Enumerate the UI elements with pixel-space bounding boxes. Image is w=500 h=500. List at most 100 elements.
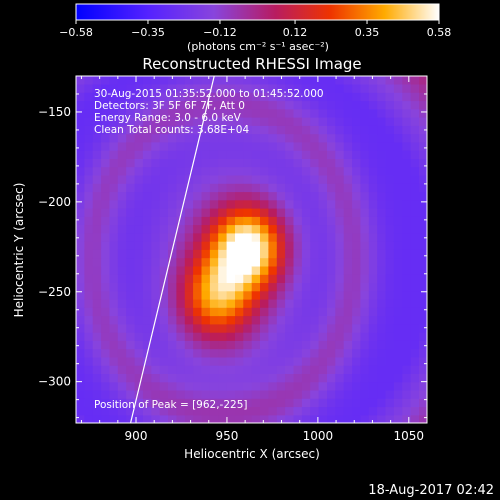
heatmap-cell xyxy=(301,332,311,341)
heatmap-cell xyxy=(385,150,395,159)
heatmap-cell xyxy=(226,183,236,193)
heatmap-cell xyxy=(352,282,362,292)
heatmap-cell xyxy=(151,183,161,193)
heatmap-cell xyxy=(310,150,320,159)
heatmap-cell xyxy=(201,133,211,143)
heatmap-cell xyxy=(318,298,328,308)
heatmap-cell xyxy=(218,373,228,383)
heatmap-cell xyxy=(159,414,169,423)
colorbar xyxy=(75,3,440,21)
heatmap-cell xyxy=(368,315,378,325)
heatmap-cell xyxy=(218,298,228,308)
heatmap-cell xyxy=(159,365,169,374)
heatmap-cell xyxy=(168,249,177,259)
heatmap-cell xyxy=(184,340,194,350)
heatmap-cell xyxy=(193,323,203,333)
heatmap-cell xyxy=(134,298,144,308)
heatmap-cell xyxy=(218,389,228,399)
heatmap-cell xyxy=(126,232,136,242)
heatmap-cell xyxy=(193,307,203,317)
heatmap-cell xyxy=(235,133,244,143)
heatmap-cell xyxy=(101,389,111,399)
heatmap-cell xyxy=(109,108,119,118)
heatmap-cell xyxy=(184,191,194,201)
heatmap-cell xyxy=(276,224,286,234)
heatmap-cell xyxy=(134,414,144,423)
heatmap-cell xyxy=(368,414,378,423)
heatmap-cell xyxy=(218,315,228,325)
heatmap-cell xyxy=(343,191,353,201)
heatmap-cell xyxy=(251,141,261,151)
heatmap-cell xyxy=(101,133,111,143)
heatmap-cell xyxy=(276,356,286,366)
heatmap-cell xyxy=(193,398,203,408)
heatmap-cell xyxy=(134,158,144,168)
heatmap-cell xyxy=(235,274,244,283)
heatmap-cell xyxy=(310,199,320,209)
heatmap-cell xyxy=(193,150,203,159)
heatmap-cell xyxy=(360,241,370,250)
heatmap-cell xyxy=(109,298,119,308)
heatmap-cell xyxy=(385,76,395,85)
heatmap-cell xyxy=(419,414,427,423)
heatmap-cell xyxy=(343,208,353,217)
heatmap-cell xyxy=(343,232,353,242)
heatmap-cell xyxy=(285,108,295,118)
heatmap-cell xyxy=(301,414,311,423)
heatmap-cell xyxy=(109,191,119,201)
heatmap-cell xyxy=(159,92,169,102)
heatmap-cell xyxy=(251,83,261,93)
heatmap-cell xyxy=(352,232,362,242)
heatmap-cell xyxy=(92,191,102,201)
heatmap-cell xyxy=(151,150,161,159)
heatmap-cell xyxy=(268,150,278,159)
heatmap-cell xyxy=(101,274,111,283)
heatmap-cell xyxy=(134,389,144,399)
heatmap-cell xyxy=(393,150,403,159)
heatmap-cell xyxy=(109,183,119,193)
heatmap-cell xyxy=(243,241,253,250)
heatmap-cell xyxy=(117,340,127,350)
heatmap-cell xyxy=(243,332,253,341)
heatmap-cell xyxy=(209,323,219,333)
heatmap-cell xyxy=(385,141,395,151)
heatmap-cell xyxy=(201,125,211,135)
heatmap-cell xyxy=(327,282,336,292)
heatmap-cell xyxy=(410,348,420,358)
heatmap-cell xyxy=(352,298,362,308)
heatmap-cell xyxy=(268,100,278,110)
heatmap-cell xyxy=(84,241,94,250)
heatmap-cell xyxy=(393,166,403,176)
heatmap-cell xyxy=(327,141,336,151)
heatmap-cell xyxy=(419,216,427,226)
heatmap-cell xyxy=(76,406,85,416)
heatmap-cell xyxy=(151,290,161,300)
heatmap-cell xyxy=(343,406,353,416)
heatmap-cell xyxy=(159,298,169,308)
solar-limb-line xyxy=(129,76,215,423)
heatmap-cell xyxy=(310,282,320,292)
heatmap-cell xyxy=(335,92,345,102)
heatmap-cell xyxy=(260,282,269,292)
heatmap-cell xyxy=(201,332,211,341)
heatmap-cell xyxy=(385,365,395,374)
heatmap-cell xyxy=(268,117,278,126)
heatmap-cell xyxy=(393,414,403,423)
heatmap-cell xyxy=(352,224,362,234)
heatmap-cell xyxy=(209,174,219,184)
heatmap-cell xyxy=(193,76,203,85)
heatmap-cell xyxy=(419,389,427,399)
heatmap-cell xyxy=(360,117,370,126)
heatmap-cell xyxy=(134,125,144,135)
heatmap-cell xyxy=(368,298,378,308)
heatmap-cell xyxy=(218,100,228,110)
heatmap-cell xyxy=(209,389,219,399)
heatmap-cell xyxy=(377,265,387,275)
heatmap-cell xyxy=(209,125,219,135)
heatmap-cell xyxy=(235,216,244,226)
heatmap-cell xyxy=(243,414,253,423)
heatmap-cell xyxy=(201,315,211,325)
heatmap-cell xyxy=(126,125,136,135)
heatmap-cell xyxy=(84,298,94,308)
heatmap-cell xyxy=(176,125,186,135)
